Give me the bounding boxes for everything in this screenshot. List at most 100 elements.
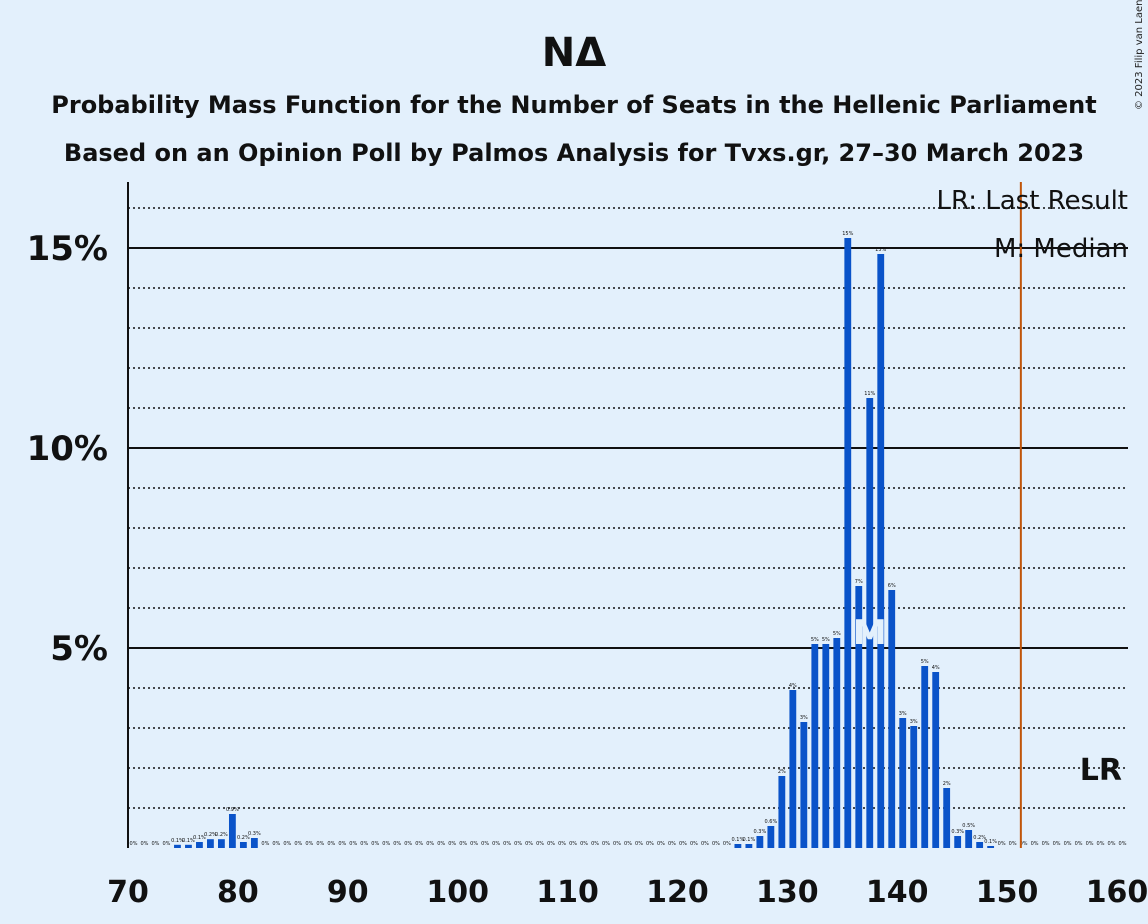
bar-label-seat-84: 0% — [283, 841, 291, 847]
chart-subtitle-line-1: Probability Mass Function for the Number… — [51, 91, 1096, 119]
bar-label-seat-95: 0% — [404, 841, 412, 847]
bar-label-seat-111: 0% — [580, 841, 588, 847]
bar-label-seat-127: 0.3% — [754, 829, 767, 835]
bar-seat-148 — [987, 846, 995, 848]
bar-label-seat-100: 0% — [459, 841, 467, 847]
bar-label-seat-155: 0% — [1064, 841, 1072, 847]
bar-label-seat-137: 11% — [864, 391, 875, 397]
bar-label-seat-158: 0% — [1097, 841, 1105, 847]
bar-label-seat-85: 0% — [294, 841, 302, 847]
bar-seat-127 — [756, 836, 764, 848]
bar-label-seat-145: 0.3% — [951, 829, 964, 835]
chart-title: ΝΔ — [542, 30, 606, 76]
bar-label-seat-80: 0.2% — [237, 835, 250, 841]
bar-label-seat-89: 0% — [338, 841, 346, 847]
gridlines — [128, 207, 1128, 809]
bar-label-seat-147: 0.2% — [973, 835, 986, 841]
bar-label-seat-107: 0% — [536, 841, 544, 847]
bar-value-labels: 0% 0% 0% 0%0.1%0.1%0.1%0.2%0.2%0.9%0.2%0.3%… — [130, 231, 1127, 847]
bar-seat-139 — [888, 590, 896, 848]
bar-label-seat-154: 0% — [1053, 841, 1061, 847]
bar-label-seat-83: 0% — [272, 841, 280, 847]
bar-seat-75 — [185, 844, 192, 848]
x-tick-label: 110 — [536, 875, 599, 910]
y-tick-label: 5% — [50, 629, 108, 669]
bar-label-seat-90: 0% — [349, 841, 357, 847]
bar-seat-77 — [207, 839, 214, 848]
bar-seat-133 — [822, 644, 830, 848]
y-tick-label: 10% — [27, 429, 108, 469]
bar-label-seat-120: 0% — [679, 841, 687, 847]
x-tick-label: 100 — [426, 875, 489, 910]
bar-label-seat-135: 15% — [842, 231, 853, 237]
bar-label-seat-104: 0% — [503, 841, 511, 847]
bar-seat-79 — [228, 814, 236, 848]
bar-label-seat-152: 0% — [1031, 841, 1039, 847]
bar-label-seat-70: 0% — [130, 841, 138, 847]
bar-label-seat-112: 0% — [591, 841, 599, 847]
bar-label-seat-141: 3% — [910, 719, 918, 725]
bar-label-seat-71: 0% — [141, 841, 149, 847]
bar-seat-145 — [954, 836, 962, 848]
bar-seat-128 — [767, 826, 775, 848]
bar-label-seat-103: 0% — [492, 841, 500, 847]
bar-seat-80 — [239, 842, 247, 848]
bar-label-seat-86: 0% — [305, 841, 313, 847]
bar-seat-143 — [932, 672, 940, 848]
x-tick-label: 130 — [756, 875, 819, 910]
bar-label-seat-97: 0% — [426, 841, 434, 847]
bar-seat-74 — [174, 844, 181, 848]
bar-label-seat-78: 0.2% — [215, 832, 228, 838]
legend-last-result: LR: Last Result — [936, 186, 1128, 216]
chart-subtitle-line-2: Based on an Opinion Poll by Palmos Analy… — [64, 139, 1084, 167]
bar-label-seat-113: 0% — [602, 841, 610, 847]
bar-label-seat-126: 0.1% — [743, 837, 756, 843]
bar-label-seat-133: 5% — [822, 637, 830, 643]
bar-label-seat-108: 0% — [547, 841, 555, 847]
x-tick-label: 140 — [866, 875, 929, 910]
bar-label-seat-74: 0.1% — [171, 838, 184, 844]
bar-label-seat-143: 4% — [932, 665, 940, 671]
x-tick-label: 150 — [976, 875, 1039, 910]
bar-label-seat-136: 7% — [855, 579, 863, 585]
bar-seat-141 — [910, 726, 918, 848]
x-tick-label: 90 — [327, 875, 369, 910]
bar-label-seat-93: 0% — [382, 841, 390, 847]
bar-seat-126 — [745, 844, 753, 848]
bar-label-seat-79: 0.9% — [226, 807, 239, 813]
bar-label-seat-75: 0.1% — [182, 838, 195, 844]
bar-label-seat-76: 0.1% — [193, 835, 206, 841]
bar-seat-147 — [976, 842, 984, 848]
bar-label-seat-114: 0% — [613, 841, 621, 847]
x-axis-ticks: 70 80 90 100 110 120 130 140 150 160 — [107, 875, 1148, 910]
bar-label-seat-88: 0% — [327, 841, 335, 847]
bar-seat-140 — [899, 718, 907, 848]
bar-seat-125 — [734, 844, 742, 848]
bar-label-seat-81: 0.3% — [248, 831, 261, 837]
y-axis-ticks: 5% 10% 15% — [27, 229, 108, 669]
bars — [174, 238, 995, 848]
x-tick-label: 120 — [646, 875, 709, 910]
legend-median: M: Median — [994, 234, 1128, 264]
y-tick-label: 15% — [27, 229, 108, 269]
bar-label-seat-157: 0% — [1086, 841, 1094, 847]
x-tick-label: 160 — [1086, 875, 1148, 910]
bar-label-seat-101: 0% — [470, 841, 478, 847]
bar-label-seat-151: 0% — [1020, 841, 1028, 847]
bar-label-seat-148: 0.1% — [984, 839, 997, 845]
bar-label-seat-73: 0% — [162, 841, 170, 847]
bar-seat-135 — [844, 238, 852, 848]
bar-label-seat-122: 0% — [701, 841, 709, 847]
bar-label-seat-105: 0% — [514, 841, 522, 847]
bar-label-seat-150: 0% — [1009, 841, 1017, 847]
bar-label-seat-121: 0% — [690, 841, 698, 847]
bar-seat-146 — [965, 830, 973, 848]
bar-seat-137 — [866, 398, 874, 848]
bar-seat-81 — [250, 838, 258, 848]
bar-label-seat-109: 0% — [558, 841, 566, 847]
bar-label-seat-160: 0% — [1119, 841, 1127, 847]
bar-seat-134 — [833, 638, 841, 848]
bar-label-seat-98: 0% — [437, 841, 445, 847]
bar-label-seat-72: 0% — [152, 841, 160, 847]
